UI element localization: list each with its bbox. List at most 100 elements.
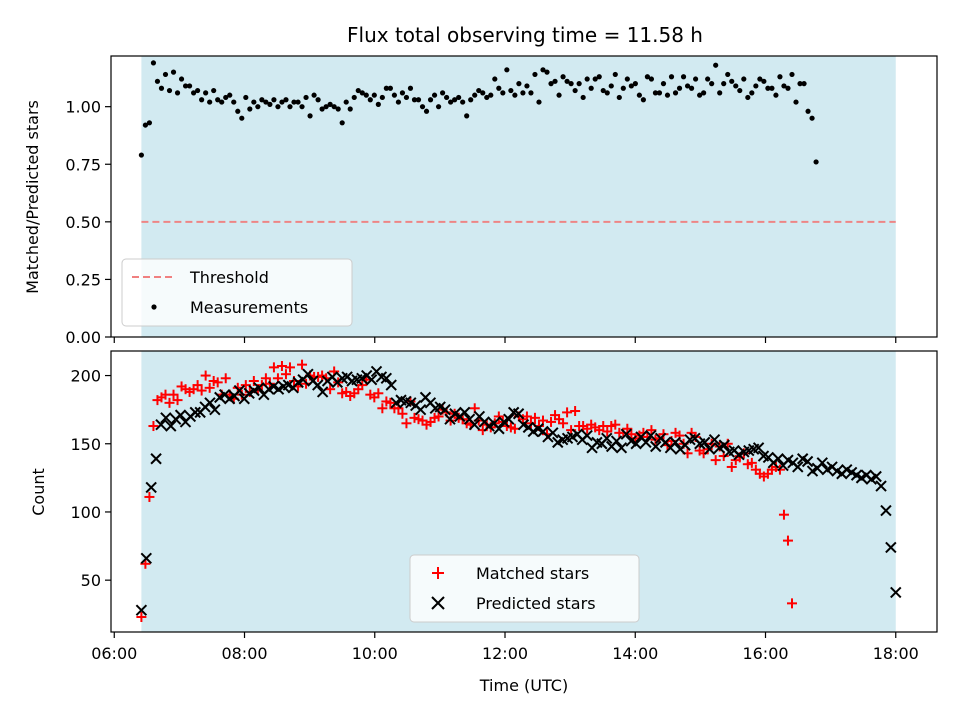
measurement-point [383, 85, 389, 91]
matched-star-point [610, 419, 621, 430]
measurement-point [556, 92, 562, 98]
measurement-point [688, 85, 695, 91]
measurement-point [548, 81, 554, 87]
predicted-star-point [650, 440, 662, 453]
measurement-point [219, 99, 225, 105]
measurement-point [777, 74, 783, 80]
measurement-point [480, 90, 486, 96]
matched-star-point [168, 389, 179, 400]
measurement-point [793, 99, 799, 105]
measurement-point [174, 90, 181, 96]
matched-star-point [525, 418, 536, 429]
matched-star-point [164, 397, 175, 408]
predicted-star-point [468, 418, 481, 431]
measurement-point [291, 99, 297, 105]
x-tick-label: 10:00 [352, 644, 398, 663]
y-tick-label: 1.00 [65, 98, 101, 117]
predicted-star-point [140, 552, 152, 565]
y-tick-label: 0.00 [65, 328, 101, 347]
measurement-point [215, 97, 221, 103]
measurement-point [660, 81, 667, 87]
matched-star-point [433, 411, 444, 422]
measurement-point [584, 76, 590, 82]
measurement-point [431, 92, 438, 98]
measurement-point [672, 90, 679, 96]
y-tick-label: 0.50 [65, 213, 101, 232]
measurement-point [271, 97, 277, 103]
measurement-point [492, 76, 498, 82]
matched-star-point [200, 370, 211, 381]
predicted-star-point [610, 435, 623, 447]
measurement-point [415, 97, 422, 103]
measurement-point [608, 83, 614, 89]
matched-star-point [529, 412, 540, 423]
matched-star-point [144, 491, 155, 502]
matched-star-point [562, 407, 573, 418]
measurement-point [243, 94, 249, 101]
measurement-point [697, 92, 703, 98]
matched-star-point [276, 361, 287, 372]
measurement-point [287, 104, 293, 110]
measurement-point [781, 83, 787, 89]
measurement-point [448, 99, 454, 105]
predicted-star-point [890, 586, 902, 599]
predicted-star-point [512, 408, 525, 420]
measurement-point [576, 81, 582, 87]
measurement-point [178, 76, 185, 82]
predicted-star-point [752, 442, 765, 454]
measurement-point [588, 85, 594, 91]
measurement-point [680, 74, 687, 80]
predicted-star-point [620, 428, 633, 440]
matched-star-point [373, 388, 384, 399]
measurement-point [729, 78, 735, 84]
measurement-point [801, 81, 807, 87]
measurement-point [327, 101, 333, 107]
measurement-point [267, 101, 273, 107]
measurement-point [299, 104, 305, 110]
measurement-point [644, 74, 651, 80]
measurement-point [303, 94, 309, 101]
measurement-point [138, 152, 144, 158]
measurement-point [484, 94, 490, 101]
matched-star-point [786, 598, 797, 609]
matched-star-point [397, 408, 408, 419]
measurement-point [427, 97, 434, 103]
predicted-star-point [630, 438, 642, 450]
measurement-point [628, 83, 634, 89]
measurement-point [737, 87, 743, 94]
y-tick-label: 200 [70, 367, 101, 386]
measurement-point [423, 108, 430, 114]
matched-star-point [726, 461, 737, 472]
measurement-point [403, 94, 410, 101]
measurement-point [460, 99, 466, 105]
measurement-point [701, 90, 707, 96]
matched-star-point [602, 426, 613, 437]
measurement-point [616, 94, 622, 101]
predicted-star-point [150, 453, 162, 465]
measurement-point [753, 83, 759, 89]
measurement-point [251, 99, 257, 105]
bottom-legend: Matched stars Predicted stars [409, 554, 640, 623]
predicted-star-point [615, 442, 628, 454]
measurement-point [439, 90, 446, 96]
measurement-point [528, 90, 534, 96]
predicted-star-point [458, 406, 471, 419]
predicted-star-point [708, 433, 721, 446]
matched-star-point [204, 382, 215, 393]
measurement-point [789, 71, 795, 78]
legend-matched-marker [432, 567, 444, 579]
predicted-star-point [792, 461, 804, 473]
matched-star-point [710, 455, 721, 466]
measurement-point [580, 94, 586, 101]
measurement-point [315, 97, 321, 103]
measurement-point [223, 94, 229, 101]
measurement-point [761, 78, 767, 84]
measurement-point [387, 85, 393, 91]
measurement-point [371, 92, 377, 98]
matched-star-point [220, 373, 231, 384]
measurement-point [391, 92, 398, 98]
measurement-point [596, 74, 602, 80]
predicted-star-point [875, 480, 887, 492]
measurement-point [343, 99, 349, 105]
matched-star-point [377, 403, 388, 414]
